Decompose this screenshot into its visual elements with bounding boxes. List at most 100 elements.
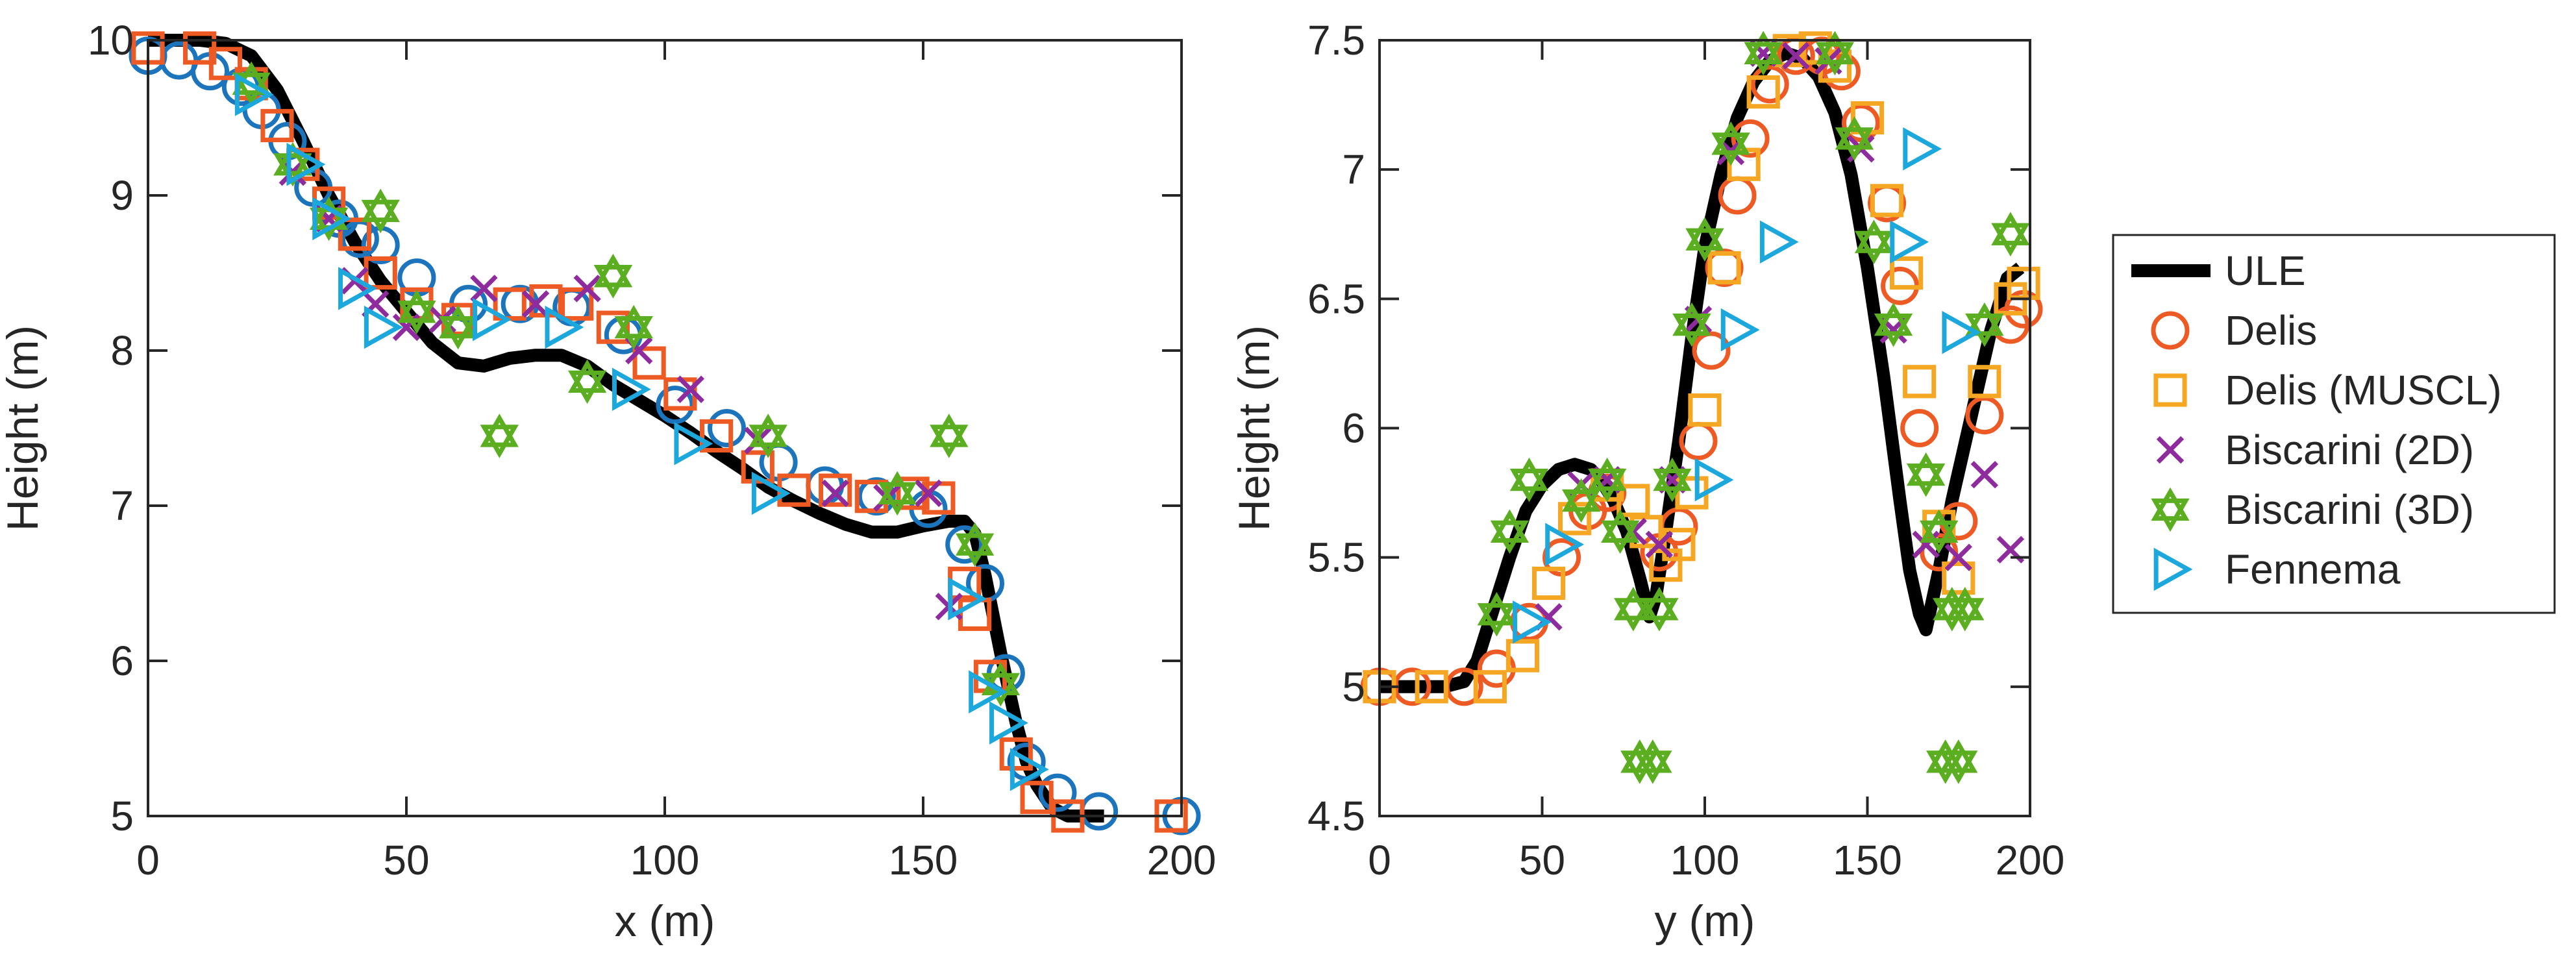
left-point-biscarini-3d [480,414,519,458]
right-x-tick-label: 50 [1519,837,1565,884]
left-point-delis-muscl [741,450,774,484]
right-point-delis [1841,103,1880,142]
left-point-delis-muscl [958,597,992,631]
left-series-biscarini-3d [232,61,1021,707]
right-point-delis-muscl [1870,184,1904,217]
legend-marker-icon [2153,547,2193,591]
right-plot-area [1360,31,2043,784]
left-point-biscarini-2d [821,479,849,508]
right-point-biscarini-3d [1601,509,1640,554]
left-y-tick-label: 9 [110,172,134,219]
right-series-biscarini-3d [1477,31,2030,784]
right-point-fennema [1720,308,1760,352]
left-point-delis-muscl [493,287,526,321]
legend-item-biscarini-2d: Biscarini (2D) [2156,427,2474,473]
left-y-tick-label: 10 [88,17,134,64]
left-point-biscarini-3d [749,414,787,458]
right-x-axis-label: y (m) [1655,897,1755,946]
left-point-delis-muscl [632,346,666,380]
right-chart-panel: 0 50 100 150 200 4.5 5 5.5 6 6.5 7 7.5 y (m) Height (… [1230,17,2064,946]
right-point-biscarini-3d [1991,212,2030,257]
right-point-biscarini-3d [1939,739,1978,784]
left-x-axis-label: x (m) [615,897,715,946]
left-point-biscarini-3d [955,522,995,567]
left-point-fennema [674,422,713,465]
right-point-delis-muscl [1903,365,1937,399]
legend-label: Delis (MUSCL) [2225,367,2502,414]
left-x-tick-label: 0 [136,837,160,884]
right-point-biscarini-3d [1815,31,1855,76]
right-point-delis [1776,36,1815,75]
right-point-biscarini-3d [1653,457,1692,502]
left-point-fennema [948,577,987,621]
right-point-biscarini-2d [1782,42,1810,70]
left-point-delis-muscl [560,287,594,321]
left-point-fennema [338,267,377,310]
right-x-tick-label: 0 [1368,837,1391,884]
left-y-tick-label: 8 [110,327,134,374]
left-point-delis-muscl [819,473,852,507]
left-point-fennema [545,305,584,349]
left-chart-panel: 0 50 100 150 200 5 6 7 8 9 10 x (m) Height (m) [0,17,1216,946]
legend-label: Delis [2225,307,2317,354]
legend-box [2112,234,2556,614]
right-point-delis [1718,176,1757,215]
left-series-biscarini-2d [279,158,963,621]
right-point-delis-muscl [1707,251,1741,285]
right-x-tick-label: 100 [1670,837,1740,884]
left-point-fennema [286,142,326,186]
legend-item-delis: Delis [2151,307,2317,354]
left-point-delis-muscl [1020,780,1054,814]
left-point-delis [708,409,747,447]
right-point-biscarini-2d [1944,543,1972,571]
left-point-biscarini-2d [470,275,498,303]
left-point-delis [857,477,896,516]
left-point-fennema [312,197,352,241]
left-x-tick-label: 100 [630,837,700,884]
right-x-tick-label: 150 [1833,837,1902,884]
left-point-biscarini-3d [397,289,436,334]
left-y-tick-label: 5 [110,793,134,839]
left-point-biscarini-2d [914,479,943,508]
right-point-biscarini-2d [1645,530,1674,558]
right-y-tick-label: 6.5 [1307,275,1365,322]
right-series-fennema [1513,127,1981,644]
right-point-biscarini-3d [1744,31,1783,76]
left-point-fennema [234,73,274,116]
right-point-biscarini-3d [1920,509,1959,554]
legend-label: Biscarini (3D) [2225,486,2474,533]
right-series-ule [1380,46,2025,693]
left-point-biscarini-2d [521,290,550,318]
left-point-delis-muscl [700,419,734,453]
legend-marker-icon [2156,436,2185,464]
right-point-delis [1900,409,1939,447]
right-point-delis-muscl [1662,528,1696,562]
right-point-biscarini-3d [1965,302,2004,347]
legend: ULE Delis Delis (MUSCL) Biscarini (2D) Bisca… [2112,234,2556,614]
right-point-biscarini-3d [1490,509,1530,554]
right-point-delis [1731,119,1770,158]
right-x-tick-label: 200 [1996,837,2065,884]
left-point-delis [1038,773,1077,812]
right-point-fennema [1545,523,1585,566]
legend-label: ULE [2225,247,2306,294]
left-point-delis [945,525,984,564]
right-point-biscarini-3d [1614,586,1653,632]
left-y-axis-label: Height (m) [0,325,47,531]
left-point-fennema [1009,748,1049,791]
left-point-fennema [751,471,791,515]
right-point-biscarini-3d [1906,452,1946,497]
right-point-delis-muscl [1505,639,1540,673]
right-point-biscarini-3d [1640,586,1679,632]
left-point-biscarini-3d [438,304,478,350]
left-point-biscarini-3d [567,359,607,404]
legend-item-biscarini-3d: Biscarini (3D) [2151,486,2474,533]
right-point-delis-muscl [1473,670,1507,704]
right-point-delis-muscl [1968,365,2001,399]
left-point-biscarini-2d [676,375,704,403]
left-point-delis-muscl [338,217,371,251]
left-x-tick-label: 50 [383,837,429,884]
right-y-tick-label: 7 [1342,146,1365,193]
left-x-tick-label: 200 [1147,837,1217,884]
